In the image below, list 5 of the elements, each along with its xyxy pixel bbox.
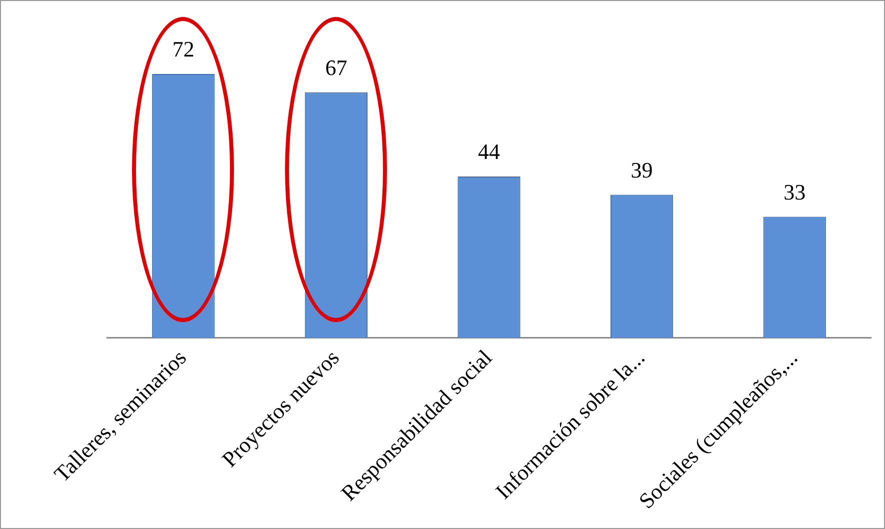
data-label: 44 — [478, 139, 500, 164]
data-label: 39 — [630, 158, 653, 183]
data-label: 67 — [325, 55, 348, 80]
data-label: 33 — [784, 180, 806, 205]
data-label: 72 — [172, 36, 194, 62]
